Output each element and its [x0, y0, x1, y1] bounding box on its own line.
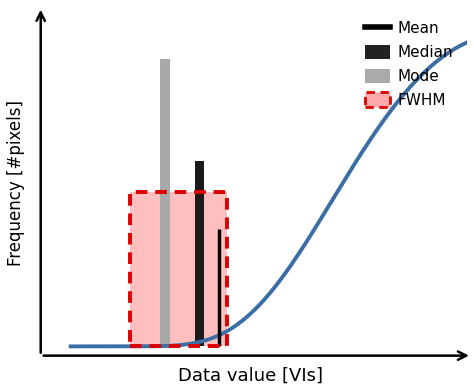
Bar [195, 161, 204, 347]
Bar [130, 192, 227, 347]
Y-axis label: Frequency [#pixels]: Frequency [#pixels] [7, 100, 25, 266]
Bar [130, 192, 227, 347]
X-axis label: Data value [VIs]: Data value [VIs] [178, 367, 323, 385]
Legend: Mean, Median, Mode, FWHM: Mean, Median, Mode, FWHM [359, 15, 459, 114]
Bar [160, 60, 170, 347]
